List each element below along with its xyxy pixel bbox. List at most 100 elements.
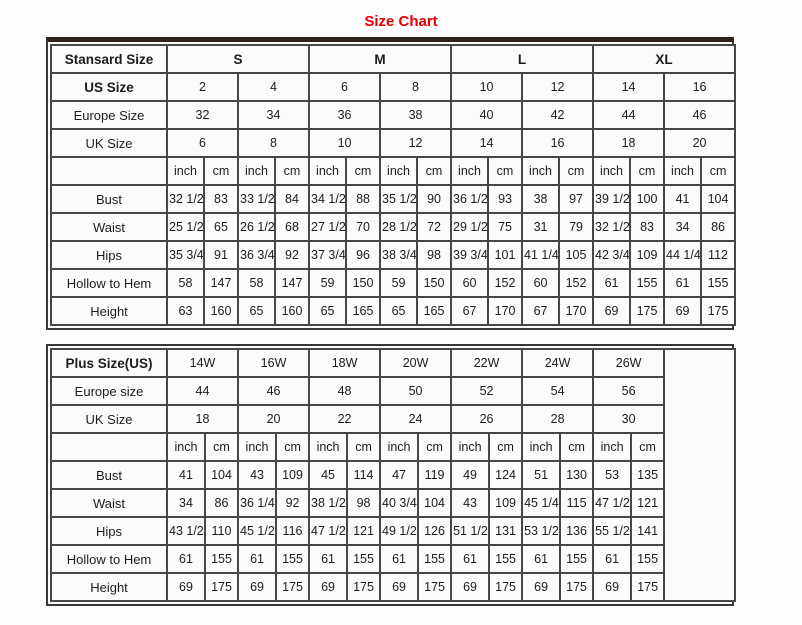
value-cell: 96 (345, 240, 382, 270)
value-cell: 38 3/4 (379, 240, 419, 270)
value-cell: 69 (521, 572, 562, 602)
value-cell: 175 (203, 572, 240, 602)
value-cell: 61 (592, 268, 632, 298)
value-cell: 40 (450, 100, 524, 130)
value-cell: 155 (630, 544, 666, 574)
value-cell: 69 (379, 572, 420, 602)
value-cell: 61 (663, 268, 703, 298)
value-cell: 36 3/4 (237, 240, 276, 270)
cm-unit-header: cm (559, 432, 595, 462)
plus-size-group-header: 18W (308, 348, 382, 378)
plus-size-group-header: 20W (379, 348, 453, 378)
value-cell: 8 (236, 128, 311, 158)
value-cell: 152 (487, 268, 524, 298)
standard-size-table: Stansard Size S M L XL US Size 2 4 6 8 10 12 14 16 Eur… (50, 44, 737, 326)
cm-unit-header: cm (203, 156, 239, 186)
row-label: Hips (50, 516, 168, 546)
value-cell: 130 (559, 460, 595, 490)
page-title: Size Chart (364, 13, 438, 30)
value-cell: 69 (450, 572, 491, 602)
europe-size-label: Europe size (50, 376, 168, 406)
value-cell: 152 (558, 268, 595, 298)
value-cell: 160 (273, 296, 311, 326)
value-cell: 25 1/2 (166, 212, 205, 242)
value-cell: 41 (663, 184, 703, 214)
value-cell: 175 (559, 572, 595, 602)
value-cell: 12 (521, 72, 595, 102)
value-cell: 44 (165, 376, 240, 406)
value-cell: 60 (521, 268, 561, 298)
cm-unit-header: cm (488, 432, 524, 462)
value-cell: 4 (236, 72, 311, 102)
row-label: Bust (50, 460, 168, 490)
inch-unit-header: inch (308, 156, 348, 186)
value-cell: 39 3/4 (450, 240, 490, 270)
value-cell: 12 (379, 128, 453, 158)
value-cell: 175 (629, 296, 666, 326)
value-cell: 22 (308, 404, 382, 434)
inch-unit-header: inch (379, 432, 420, 462)
value-cell: 44 1/4 (663, 240, 703, 270)
value-cell: 45 1/4 (521, 488, 562, 518)
measurement-row: Bust 41 104 43 109 45 114 47 119 49 124 51 130 53 135 (50, 460, 735, 490)
value-cell: 121 (346, 516, 382, 546)
size-group-header: XL (592, 44, 737, 74)
uk-size-label: UK Size (50, 128, 168, 158)
value-cell: 34 (236, 100, 311, 130)
value-cell: 31 (521, 212, 561, 242)
value-cell: 92 (273, 240, 311, 270)
value-cell: 50 (379, 376, 453, 406)
inch-unit-header: inch (521, 156, 561, 186)
value-cell: 58 (166, 268, 205, 298)
value-cell: 100 (629, 184, 666, 214)
measurement-row: Hips 35 3/4 91 36 3/4 92 37 3/4 96 38 3/4 98 39 3… (50, 240, 737, 270)
value-cell: 155 (700, 268, 737, 298)
value-cell: 41 1/4 (521, 240, 561, 270)
value-cell: 16 (521, 128, 595, 158)
value-cell: 56 (592, 376, 666, 406)
value-cell: 49 1/2 (379, 516, 420, 546)
plus-size-header: Plus Size(US) (50, 348, 168, 378)
value-cell: 155 (559, 544, 595, 574)
value-cell: 47 1/2 (308, 516, 349, 546)
value-cell: 68 (273, 212, 311, 242)
value-cell: 72 (416, 212, 453, 242)
cm-unit-header: cm (417, 432, 453, 462)
value-cell: 69 (592, 296, 632, 326)
unit-row: inch cm inch cm inch cm inch cm inch cm inch cm inch… (50, 156, 737, 186)
value-cell: 49 (450, 460, 491, 490)
value-cell: 35 1/2 (379, 184, 419, 214)
value-cell: 59 (379, 268, 419, 298)
cm-unit-header: cm (416, 156, 453, 186)
value-cell: 61 (450, 544, 491, 574)
row-label: Hollow to Hem (50, 544, 168, 574)
value-cell: 45 1/2 (237, 516, 278, 546)
inch-unit-header: inch (450, 156, 490, 186)
blank-corner-cell (50, 432, 168, 462)
value-cell: 43 (237, 460, 278, 490)
value-cell: 104 (203, 460, 240, 490)
inch-unit-header: inch (450, 432, 491, 462)
europe-size-row: Europe Size 32 34 36 38 40 42 44 46 (50, 100, 737, 130)
value-cell: 86 (700, 212, 737, 242)
value-cell: 61 (521, 544, 562, 574)
plus-size-group-header: 24W (521, 348, 595, 378)
cm-unit-header: cm (700, 156, 737, 186)
value-cell: 36 (308, 100, 382, 130)
inch-unit-header: inch (166, 156, 205, 186)
plus-size-row: Plus Size(US) 14W 16W 18W 20W 22W 24W 26W (50, 348, 737, 602)
value-cell: 61 (166, 544, 206, 574)
inch-unit-header: inch (237, 156, 276, 186)
value-cell: 6 (166, 128, 239, 158)
value-cell: 136 (559, 516, 595, 546)
value-cell: 39 1/2 (592, 184, 632, 214)
value-cell: 155 (203, 544, 240, 574)
value-cell: 126 (417, 516, 453, 546)
value-cell: 61 (237, 544, 278, 574)
value-cell: 97 (558, 184, 595, 214)
value-cell: 109 (629, 240, 666, 270)
value-cell: 58 (237, 268, 276, 298)
value-cell: 63 (166, 296, 205, 326)
us-size-label: US Size (50, 72, 168, 102)
value-cell: 98 (346, 488, 382, 518)
